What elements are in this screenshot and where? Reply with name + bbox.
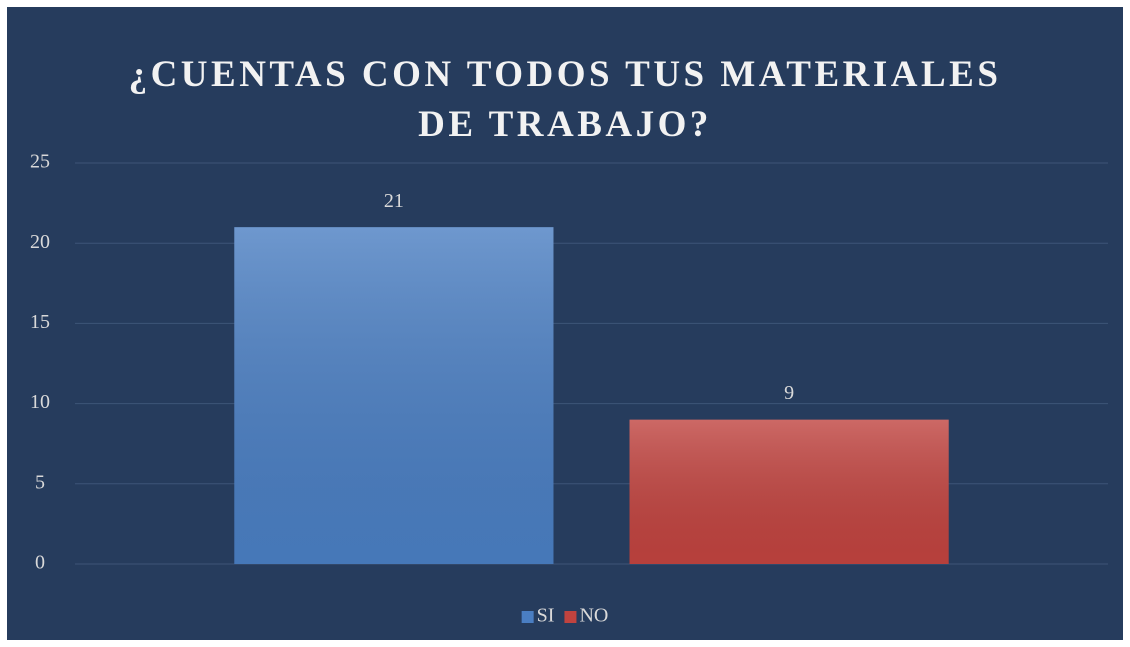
legend-label: NO bbox=[579, 605, 608, 627]
y-tick-label: 10 bbox=[30, 391, 50, 413]
data-label: 9 bbox=[784, 382, 794, 404]
y-tick-label: 20 bbox=[30, 231, 50, 253]
legend-label: SI bbox=[537, 605, 555, 627]
y-tick-label: 25 bbox=[30, 151, 50, 173]
legend-swatch bbox=[564, 611, 577, 623]
data-label: 21 bbox=[384, 190, 404, 212]
legend-swatch bbox=[521, 611, 534, 623]
chart-title: ¿CUENTAS CON TODOS TUS MATERIALES DE TRA… bbox=[128, 54, 1002, 145]
y-tick-label: 5 bbox=[35, 471, 45, 493]
title-box: ¿CUENTAS CON TODOS TUS MATERIALES DE TRA… bbox=[0, 50, 1130, 150]
bar-shine bbox=[234, 227, 554, 564]
bar-shine bbox=[629, 419, 949, 564]
y-tick-label: 0 bbox=[35, 552, 45, 574]
y-tick-label: 15 bbox=[30, 311, 50, 333]
